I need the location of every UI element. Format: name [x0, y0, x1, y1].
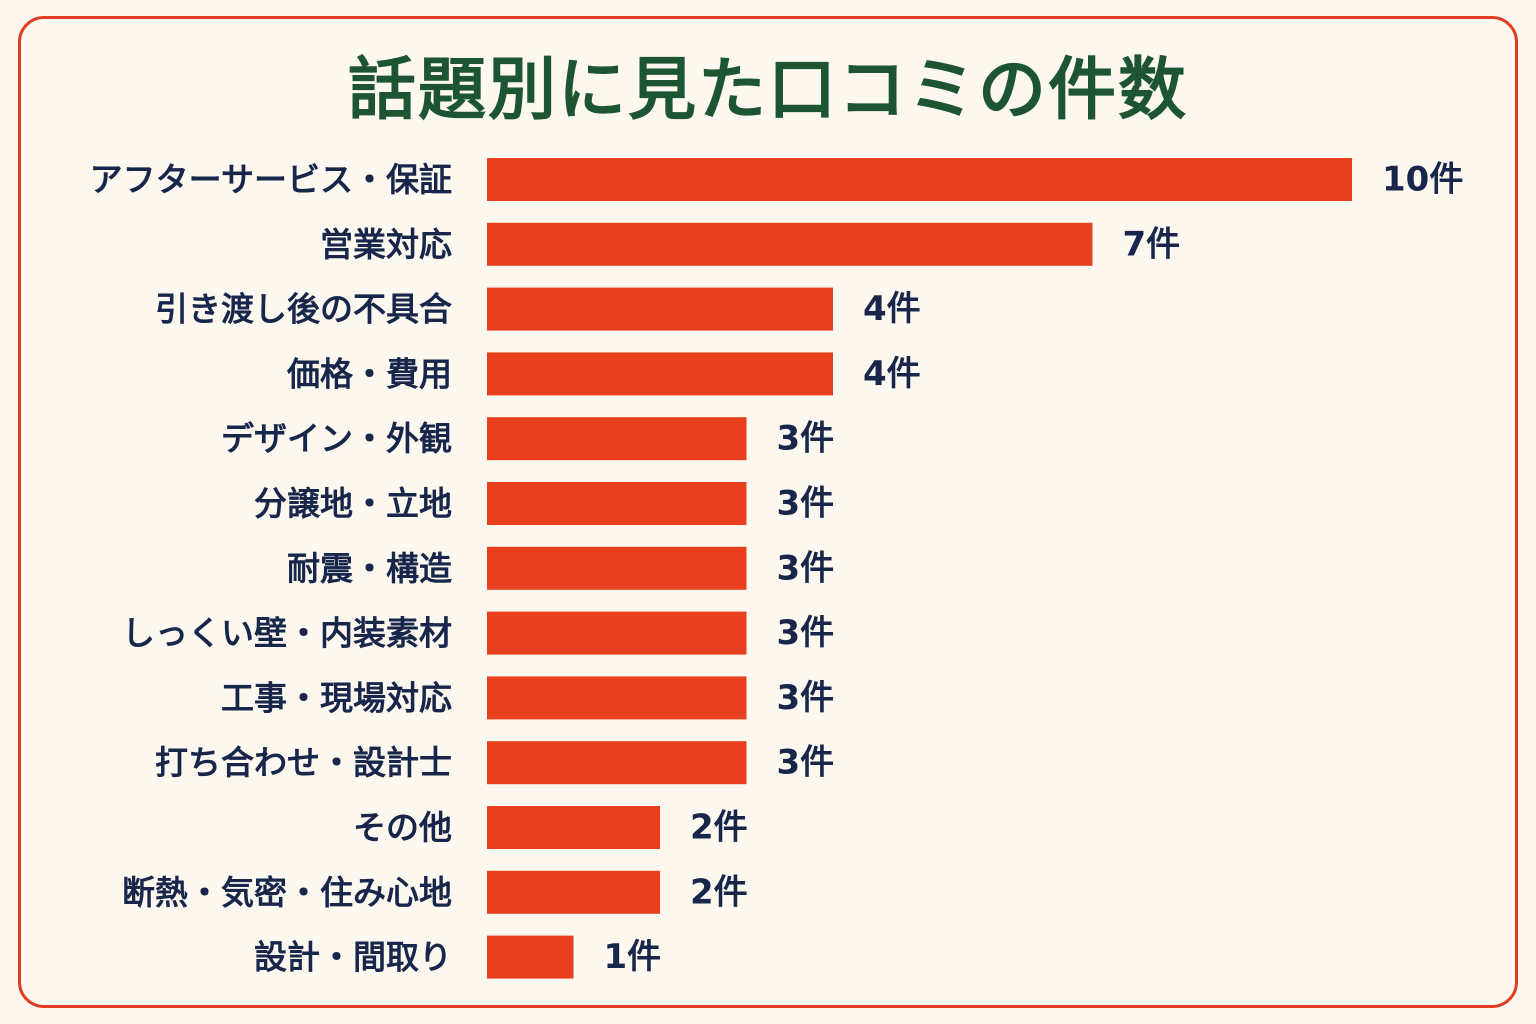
- value-label: 3件: [777, 548, 835, 588]
- category-label: その他: [353, 808, 452, 847]
- value-label: 3件: [777, 419, 835, 459]
- value-label: 2件: [690, 808, 748, 848]
- value-label: 4件: [863, 289, 921, 329]
- bar: [487, 352, 833, 396]
- bar: [487, 935, 574, 979]
- bar: [487, 417, 747, 461]
- category-label: 工事・現場対応: [221, 678, 452, 717]
- chart-title: 話題別に見た口コミの件数: [347, 51, 1188, 130]
- category-label: 断熱・気密・住み心地: [122, 873, 452, 912]
- category-label: 耐震・構造: [287, 549, 452, 588]
- value-label: 3件: [777, 613, 835, 653]
- bar: [487, 158, 1352, 201]
- value-label: 7件: [1123, 224, 1181, 264]
- category-label: デザイン・外観: [221, 419, 452, 458]
- bar: [487, 611, 747, 655]
- value-label: 2件: [690, 872, 748, 912]
- category-label: 分譲地・立地: [254, 484, 452, 523]
- value-label: 1件: [604, 937, 662, 977]
- bar: [487, 741, 747, 785]
- bar: [487, 870, 660, 914]
- value-label: 3件: [777, 484, 835, 524]
- category-label: しっくい壁・内装素材: [122, 614, 452, 653]
- bar: [487, 676, 747, 720]
- category-label: アフターサービス・保証: [90, 160, 452, 199]
- bar: [487, 287, 833, 331]
- value-label: 10件: [1382, 160, 1463, 200]
- value-label: 3件: [777, 678, 835, 718]
- bar: [487, 222, 1093, 266]
- category-label: 設計・間取り: [254, 938, 452, 977]
- category-label: 営業対応: [320, 225, 452, 264]
- bar: [487, 806, 660, 849]
- category-label: 引き渡し後の不具合: [155, 290, 452, 329]
- category-label: 打ち合わせ・設計士: [155, 743, 452, 782]
- value-label: 3件: [777, 743, 835, 783]
- category-label: 価格・費用: [286, 354, 452, 393]
- value-label: 4件: [863, 354, 921, 394]
- bar: [487, 482, 747, 525]
- bar: [487, 546, 747, 590]
